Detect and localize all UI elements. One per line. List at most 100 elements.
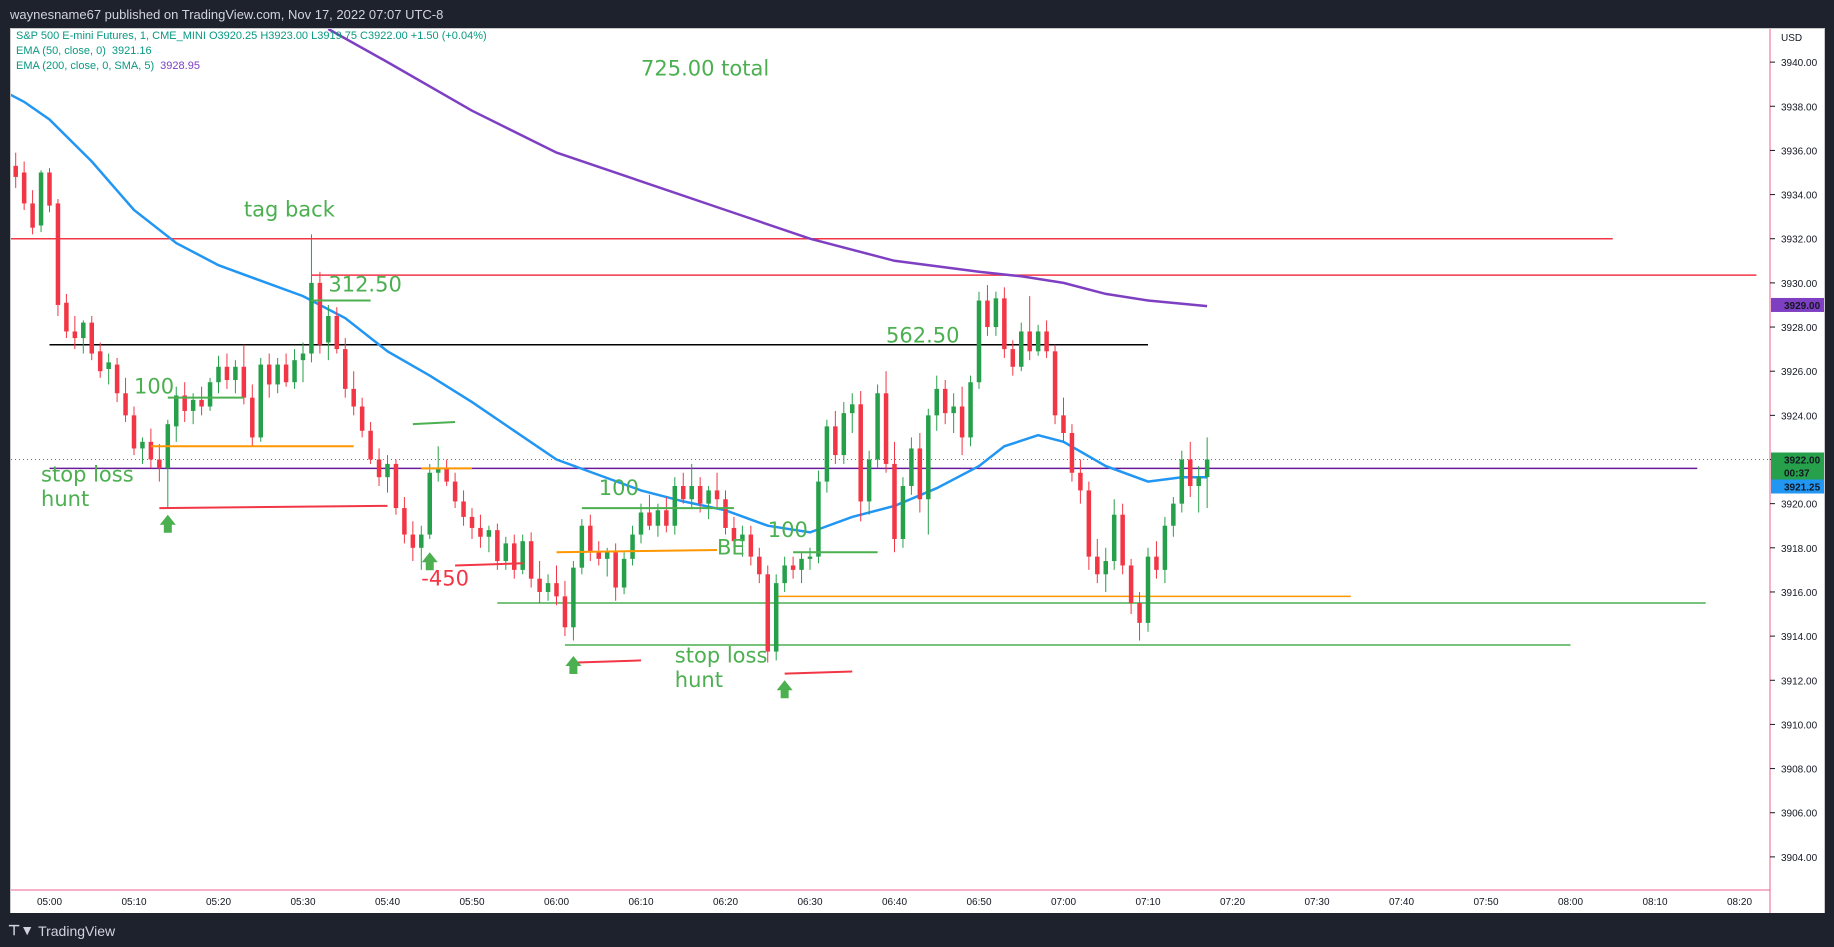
chart-annotation[interactable]: BE [717, 535, 745, 559]
ema200-legend[interactable]: EMA (200, close, 0, SMA, 5) 3928.95 [16, 60, 200, 72]
candle-body [647, 512, 652, 526]
candle-body [21, 172, 27, 204]
candle [486, 525, 492, 553]
entry-arrow-icon[interactable] [421, 552, 438, 571]
candle-body [258, 364, 263, 438]
candle [892, 441, 897, 553]
candle-body [841, 413, 847, 456]
candle [495, 523, 500, 570]
drawing-segment[interactable] [573, 659, 642, 664]
candle-body [1103, 561, 1108, 575]
candle [1069, 424, 1075, 482]
candle [604, 547, 610, 577]
candle-body [419, 534, 424, 548]
price-tick-label: 3932.00 [1781, 235, 1818, 246]
candle-body [393, 463, 399, 509]
candle [816, 470, 821, 564]
time-tick-label: 07:20 [1220, 897, 1245, 908]
entry-arrow-icon[interactable] [565, 656, 582, 675]
time-tick-label: 05:10 [121, 897, 146, 908]
drawing-segment[interactable] [159, 504, 388, 510]
candle [883, 371, 889, 473]
price-badge-label: 3929.00 [1784, 301, 1821, 312]
candle-body [376, 459, 382, 478]
candle-body [655, 510, 661, 526]
chart-annotation[interactable]: stop loss [41, 463, 134, 487]
candle-body [1162, 525, 1168, 570]
candle-body [571, 567, 576, 628]
candle-body [1154, 556, 1159, 570]
candle-body [385, 463, 390, 478]
chart-annotation[interactable]: stop loss [675, 644, 768, 668]
candle [233, 360, 238, 394]
chart-annotation[interactable]: 100 [134, 374, 174, 398]
candle [1061, 397, 1066, 442]
candle-body [486, 530, 492, 537]
price-scale[interactable]: USD 3940.00 3938.00 3936.00 3934.00 3932.00 3… [1769, 29, 1824, 913]
chart-annotation[interactable]: tag back [244, 198, 336, 222]
candle [385, 455, 390, 493]
chart-annotation[interactable]: hunt [675, 668, 723, 692]
time-tick-label: 05:20 [206, 897, 231, 908]
candle [934, 375, 939, 431]
candle [503, 536, 509, 570]
chart-legend[interactable]: S&P 500 E-mini Futures, 1, CME_MINI O392… [16, 30, 487, 72]
drawing-segment[interactable] [556, 549, 718, 554]
candle [444, 459, 449, 486]
price-badge: 3921.25 [1771, 479, 1824, 494]
currency-label: USD [1781, 33, 1802, 44]
price-tick-label: 3912.00 [1781, 676, 1818, 687]
candle-body [757, 556, 762, 575]
chart-annotation[interactable]: 725.00 total [641, 56, 769, 80]
candle-body [765, 574, 770, 652]
chart-annotation[interactable]: hunt [41, 487, 89, 511]
entry-arrows-layer [159, 514, 793, 699]
candle [985, 285, 990, 336]
candle [765, 565, 770, 663]
candle [824, 419, 830, 493]
symbol-legend[interactable]: S&P 500 E-mini Futures, 1, CME_MINI O392… [16, 30, 487, 42]
chart-svg[interactable]: 725.00 total tag back 312.50 562.50 100 stop … [11, 29, 1824, 913]
candle-body [926, 415, 931, 500]
drawing-segment[interactable] [455, 562, 523, 567]
candle [21, 161, 27, 211]
chart-annotation[interactable]: 562.50 [886, 323, 959, 347]
candle [250, 384, 255, 447]
candle-body [334, 316, 340, 350]
candle-body [807, 556, 813, 559]
chart-annotation[interactable]: 100 [768, 518, 808, 542]
candle [368, 421, 373, 464]
candle-body [689, 485, 694, 500]
candle-body [596, 552, 601, 559]
chart-annotation[interactable]: -450 [421, 566, 469, 590]
chart-annotation[interactable]: 312.50 [328, 273, 401, 297]
price-tick-label: 3910.00 [1781, 720, 1818, 731]
candle [402, 497, 407, 544]
brand[interactable]: ⊤▼ TradingView [8, 922, 115, 939]
price-badge-bg [1771, 465, 1824, 480]
candle-body [875, 393, 880, 460]
ema50-legend[interactable]: EMA (50, close, 0) 3921.16 [16, 45, 152, 57]
candle-body [97, 351, 103, 372]
candle-body [275, 364, 280, 385]
time-scale[interactable]: 05:00 05:10 05:20 05:30 05:40 05:50 06:00 06:10… [11, 889, 1770, 908]
candle-body [883, 393, 889, 464]
drawing-segment[interactable] [412, 420, 456, 426]
price-tick-label: 3906.00 [1781, 809, 1818, 820]
candle [326, 304, 331, 361]
candle-body [528, 541, 534, 579]
chart-annotation[interactable]: 100 [599, 476, 639, 500]
entry-arrow-icon[interactable] [159, 514, 176, 533]
brand-name: TradingView [38, 922, 116, 939]
chart-area[interactable]: 725.00 total tag back 312.50 562.50 100 stop … [10, 28, 1825, 914]
candle-body [545, 583, 551, 592]
candle-body [850, 404, 855, 414]
drawing-segment[interactable] [784, 670, 853, 675]
entry-arrow-icon[interactable] [776, 680, 793, 699]
candle [266, 353, 272, 398]
candle-body [1078, 472, 1083, 491]
candle-body [562, 596, 568, 628]
candle-body [968, 382, 973, 438]
time-tick-label: 05:00 [37, 897, 62, 908]
candle-body [512, 543, 517, 570]
